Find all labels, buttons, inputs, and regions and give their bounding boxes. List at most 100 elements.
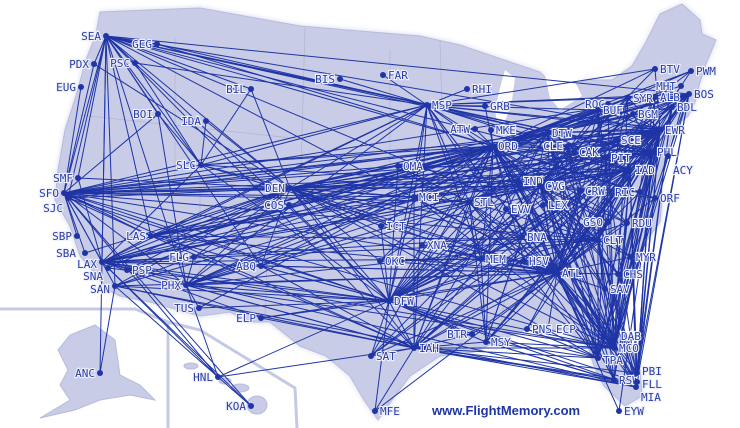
airport-dot[interactable] <box>483 339 489 345</box>
airport-atl[interactable]: ATL <box>554 266 583 281</box>
airport-rdu[interactable]: RDU <box>624 216 653 231</box>
airport-dot[interactable] <box>132 60 138 66</box>
airport-dot[interactable] <box>82 250 88 256</box>
airport-hnl[interactable]: HNL <box>192 370 221 385</box>
airport-psc[interactable]: PSC <box>109 56 138 71</box>
airport-dot[interactable] <box>524 326 530 332</box>
airport-msy[interactable]: MSY <box>483 335 512 350</box>
airport-atw[interactable]: ATW <box>449 122 478 137</box>
airport-dot[interactable] <box>605 101 611 107</box>
airport-den[interactable]: DEN <box>264 181 293 196</box>
airport-crw[interactable]: CRW <box>577 184 606 199</box>
airport-sba[interactable]: SBA <box>55 246 88 261</box>
airport-dot[interactable] <box>519 234 525 240</box>
airport-dot[interactable] <box>615 271 621 277</box>
airport-dot[interactable] <box>624 220 630 226</box>
airport-syr[interactable]: SYR <box>625 91 654 106</box>
airport-dot[interactable] <box>372 408 378 414</box>
airport-ida[interactable]: IDA <box>180 114 209 129</box>
airport-eug[interactable]: EUG <box>55 80 84 95</box>
airport-myr[interactable]: MYR <box>628 250 657 265</box>
airport-lex[interactable]: LEX <box>540 198 569 213</box>
airport-dot[interactable] <box>595 237 601 243</box>
airport-mfe[interactable]: MFE <box>372 404 401 419</box>
airport-dot[interactable] <box>478 256 484 262</box>
airport-dot[interactable] <box>183 282 189 288</box>
airport-mem[interactable]: MEM <box>478 252 507 267</box>
airport-dot[interactable] <box>688 68 694 74</box>
airport-alb[interactable]: ALB <box>652 90 681 105</box>
airport-iad[interactable]: IAD <box>627 163 656 178</box>
airport-dot[interactable] <box>515 178 521 184</box>
airport-dot[interactable] <box>625 95 631 101</box>
airport-oma[interactable]: OMA <box>395 159 424 174</box>
airport-dot[interactable] <box>148 233 154 239</box>
airport-ord[interactable]: ORD <box>490 139 519 154</box>
airport-dot[interactable] <box>198 162 204 168</box>
airport-pit[interactable]: PIT <box>603 151 632 166</box>
airport-dot[interactable] <box>503 206 509 212</box>
airport-elp[interactable]: ELP <box>235 311 264 326</box>
airport-far[interactable]: FAR <box>380 68 409 83</box>
airport-dab[interactable]: DAB <box>613 329 642 344</box>
airport-dot[interactable] <box>634 370 640 376</box>
airport-dot[interactable] <box>577 188 583 194</box>
airport-pwm[interactable]: PWM <box>688 64 717 79</box>
airport-msp[interactable]: MSP <box>424 98 453 113</box>
airport-san[interactable]: SAN <box>89 282 118 297</box>
airport-dot[interactable] <box>628 254 634 260</box>
airport-cvg[interactable]: CVG <box>537 179 566 194</box>
airport-ric[interactable]: RIC <box>614 185 643 200</box>
airport-dot[interactable] <box>669 104 675 110</box>
airport-rhi[interactable]: RHI <box>464 82 493 97</box>
airport-btr[interactable]: BTR <box>446 327 475 342</box>
airport-dot[interactable] <box>99 259 105 265</box>
airport-geg[interactable]: GEG <box>131 37 160 52</box>
airport-dot[interactable] <box>472 126 478 132</box>
airport-dot[interactable] <box>652 94 658 100</box>
airport-dot[interactable] <box>105 265 111 271</box>
airport-tpa[interactable]: TPA <box>595 353 624 368</box>
airport-dot[interactable] <box>469 331 475 337</box>
airport-dot[interactable] <box>419 242 425 248</box>
airport-bgm[interactable]: BGM <box>630 107 659 122</box>
airport-xna[interactable]: XNA <box>419 238 448 253</box>
airport-phl[interactable]: PHL <box>649 145 678 160</box>
airport-dot[interactable] <box>611 377 617 383</box>
airport-dot[interactable] <box>61 190 67 196</box>
airport-dtw[interactable]: DTW <box>544 126 573 141</box>
airport-dot[interactable] <box>191 254 197 260</box>
airport-pdx[interactable]: PDX <box>68 57 97 72</box>
airport-dot[interactable] <box>637 189 643 195</box>
airport-ecp[interactable]: ECP <box>555 322 577 337</box>
airport-dot[interactable] <box>649 149 655 155</box>
airport-stl[interactable]: STL <box>466 195 495 210</box>
airport-dot[interactable] <box>611 345 617 351</box>
airport-dot[interactable] <box>466 199 472 205</box>
airport-dot[interactable] <box>337 76 343 82</box>
airport-mke[interactable]: MKE <box>488 123 517 138</box>
airport-mci[interactable]: MCI <box>411 190 440 205</box>
airport-dot[interactable] <box>112 283 118 289</box>
airport-roc[interactable]: ROC <box>584 97 611 112</box>
airport-sna[interactable]: SNA <box>82 265 111 284</box>
airport-dot[interactable] <box>605 219 611 225</box>
airport-dot[interactable] <box>258 263 264 269</box>
airport-dot[interactable] <box>613 333 619 339</box>
airport-sav[interactable]: SAV <box>602 282 631 297</box>
airport-dot[interactable] <box>521 258 527 264</box>
airport-phx[interactable]: PHX <box>160 278 189 293</box>
airport-dot[interactable] <box>124 267 130 273</box>
airport-dot[interactable] <box>78 84 84 90</box>
airport-dot[interactable] <box>411 194 417 200</box>
airport-dot[interactable] <box>464 86 470 92</box>
airport-sat[interactable]: SAT <box>368 349 397 364</box>
airport-cle[interactable]: CLE <box>542 139 571 154</box>
airport-dot[interactable] <box>595 355 601 361</box>
airport-dot[interactable] <box>91 61 97 67</box>
airport-dot[interactable] <box>248 86 254 92</box>
airport-bdl[interactable]: BDL <box>669 100 698 115</box>
airport-orf[interactable]: ORF <box>652 191 681 206</box>
airport-smf[interactable]: SMF <box>52 171 81 186</box>
airport-cos[interactable]: COS <box>263 198 292 213</box>
